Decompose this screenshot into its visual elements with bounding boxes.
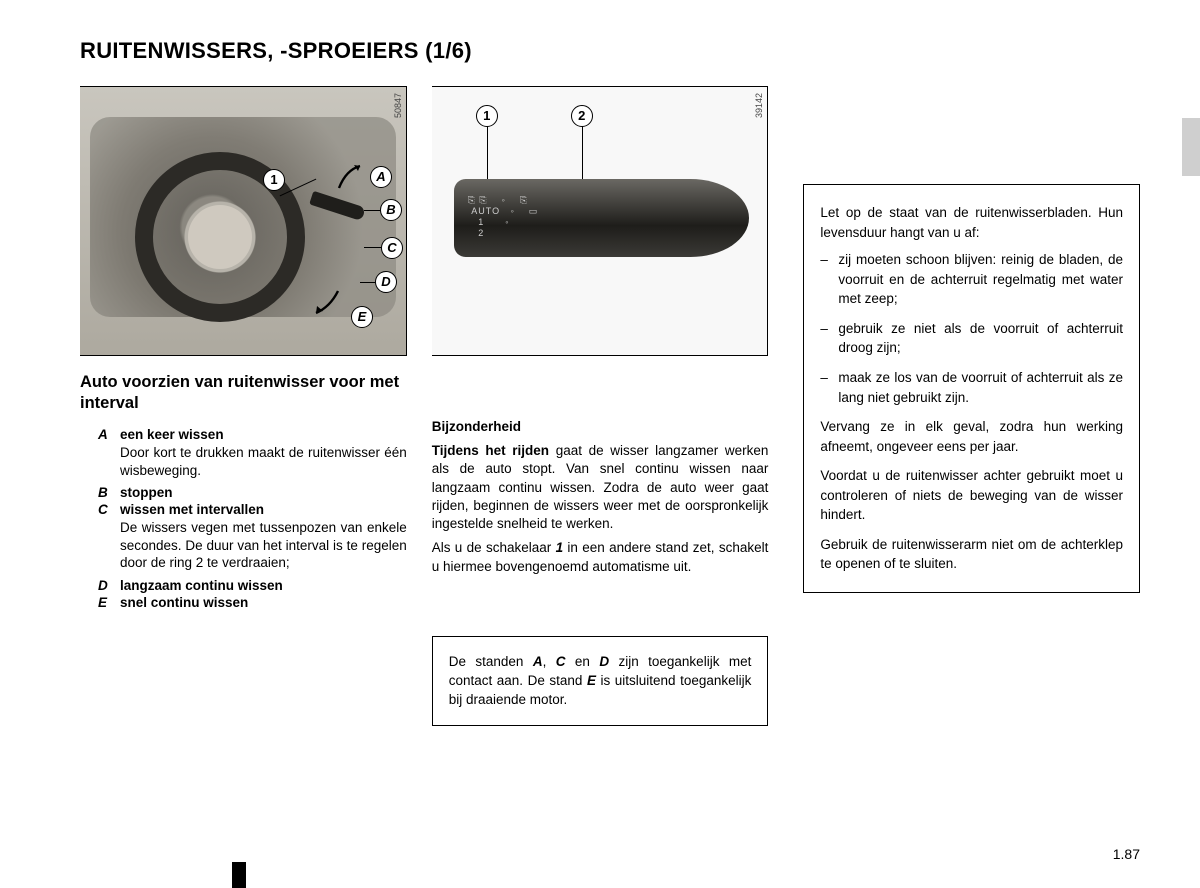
def-term-D: langzaam continu wissen [120,578,283,593]
footer-marker [232,862,246,888]
figure-code-2: 39142 [754,93,764,118]
figure-stalk: 39142 ⎘ ⎘ ◦ ⎘ AUTO ◦ ▭ 1 ◦ 2 1 2 [432,86,769,356]
info-box: Let op de staat van de ruitenwisserblade… [803,184,1140,593]
column-1: 50847 1 A B C D E [80,86,407,726]
info-bullet-3: maak ze los van de voorruit of achterrui… [820,368,1123,407]
callout-D: D [375,271,397,293]
def-desc-A: Door kort te drukken maakt de ruitenwiss… [120,444,407,479]
def-term-E: snel continu wissen [120,595,248,610]
def-term-A: een keer wissen [120,427,224,442]
bijzonderheid-heading: Bijzonderheid [432,418,769,436]
info-p2: Voordat u de ruitenwisser achter gebruik… [820,466,1123,525]
callout-E: E [351,306,373,328]
def-label-D: D [98,578,120,593]
section-tab [1182,118,1200,176]
page-title: RUITENWISSERS, -SPROEIERS (1/6) [80,38,1140,64]
def-label-B: B [98,485,120,500]
definitions-list: Aeen keer wissen Door kort te drukken ma… [80,427,407,610]
callout-C: C [381,237,403,259]
info-p3: Gebruik de ruitenwisserarm niet om de ac… [820,535,1123,574]
def-desc-C: De wissers vegen met tussenpozen van enk… [120,519,407,572]
col2-para-1: Tijdens het rijden gaat de wisser langza… [432,442,769,533]
info-intro: Let op de staat van de ruitenwisserblade… [820,203,1123,242]
info-bullet-1: zij moeten schoon blijven: reinig de bla… [820,250,1123,309]
col1-heading: Auto voorzien van ruitenwisser voor met … [80,372,407,413]
callout-B: B [380,199,402,221]
stalk-callout-1: 1 [476,105,498,127]
info-bullet-2: gebruik ze niet als de voorruit of achte… [820,319,1123,358]
col2-para-2: Als u de schakelaar 1 in een andere stan… [432,539,769,575]
figure-code: 50847 [393,93,403,118]
def-term-B: stoppen [120,485,173,500]
figure-steering-wheel: 50847 1 A B C D E [80,86,407,356]
callout-A: A [370,166,392,188]
def-label-E: E [98,595,120,610]
info-p1: Vervang ze in elk geval, zodra hun werki… [820,417,1123,456]
def-label-C: C [98,502,120,517]
column-3: Let op de staat van de ruitenwisserblade… [803,86,1140,726]
def-label-A: A [98,427,120,442]
def-term-C: wissen met intervallen [120,502,264,517]
note-box: De standen A, C en D zijn toegankelijk m… [432,636,769,727]
stalk-icons: ⎘ ⎘ ◦ ⎘ AUTO ◦ ▭ 1 ◦ 2 [468,195,539,239]
callout-number-1: 1 [263,169,285,191]
page-number: 1.87 [1113,846,1140,862]
stalk-callout-2: 2 [571,105,593,127]
column-2: 39142 ⎘ ⎘ ◦ ⎘ AUTO ◦ ▭ 1 ◦ 2 1 2 Bijzond… [432,86,769,726]
